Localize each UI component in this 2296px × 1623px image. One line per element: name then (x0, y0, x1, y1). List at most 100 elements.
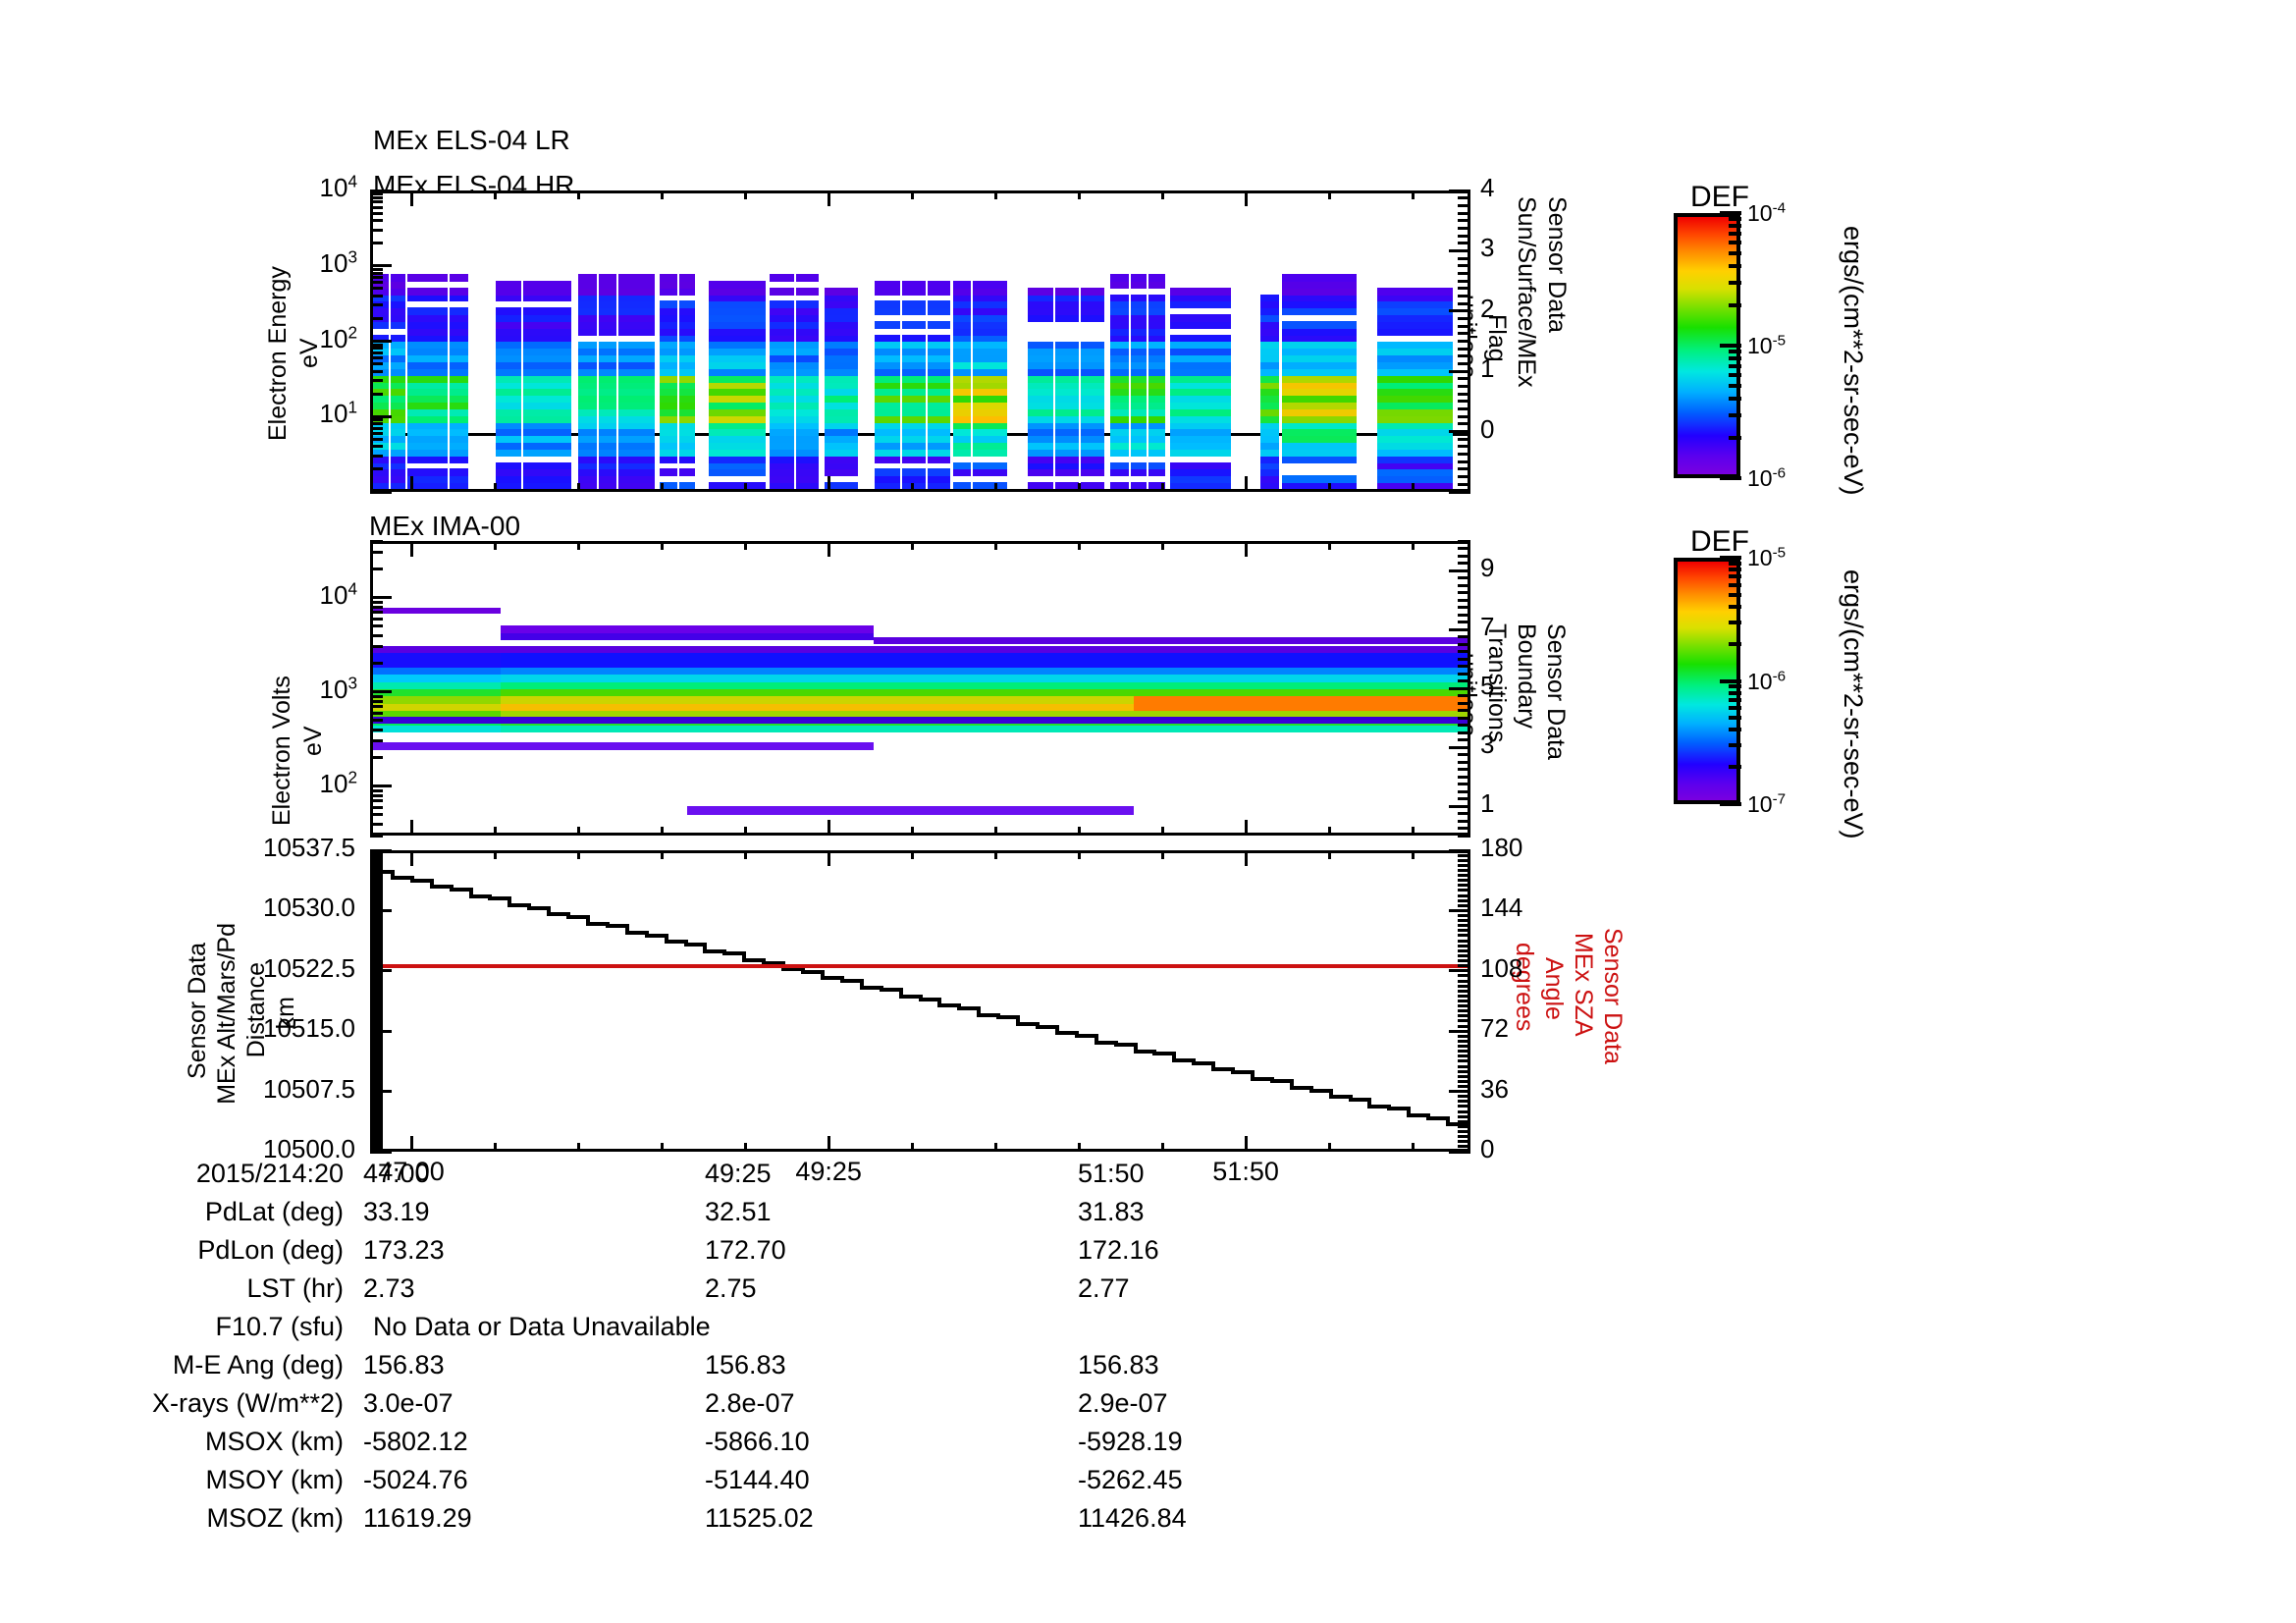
panel3-right-tick (1458, 989, 1470, 993)
panel3-left-tick (370, 1130, 383, 1134)
panel1-spectro-cell (406, 395, 469, 404)
panel1-spectro-cell (769, 468, 819, 477)
panel1-spectro-cell (1376, 367, 1453, 376)
panel2-spectro-cell (874, 652, 1134, 661)
panel3-altitude-riser (859, 979, 864, 990)
panel3-altitude-riser (1289, 1079, 1294, 1090)
panel3-left-tick (370, 1083, 383, 1087)
panel1-spectro-cell (496, 381, 571, 390)
panel1-y-tick (370, 316, 383, 320)
panel1-spectro-cell (953, 402, 1007, 409)
panel2-spectro-cell (373, 680, 501, 689)
cb1-tick-label: 10-4 (1747, 199, 1787, 226)
panel1-spectro-cell (1170, 421, 1231, 430)
panel3-altitude-riser (1016, 1015, 1021, 1026)
panel1-right-axis-label3: Flag (1482, 314, 1512, 362)
panel1-spectro-cell (953, 300, 1007, 309)
panel1-y-tick (370, 211, 383, 215)
panel1-spectro-cell (1282, 428, 1357, 437)
panel3-left-tick (370, 1071, 383, 1075)
panel1-spectro-cell (1170, 414, 1231, 423)
panel1-spectro-cell (577, 402, 656, 409)
panel1-spectro-cell (1260, 448, 1279, 457)
panel1-spectro-cell (1170, 294, 1231, 302)
panel1-spectro-cell (1170, 402, 1231, 409)
x-axis-label: 51:50 (1212, 1157, 1279, 1186)
panel2-right-tick (1458, 760, 1470, 764)
panel1-spectro-cell (769, 381, 819, 390)
row-value: 2.77 (1078, 1273, 1130, 1303)
panel2-y-tick (370, 617, 383, 621)
panel1-spectro-cell (875, 374, 951, 383)
panel3-left-tick (370, 943, 383, 947)
panel1-right-tick (1458, 340, 1470, 343)
cb1-tick (1729, 224, 1741, 229)
panel1-spectro-cell (1376, 407, 1453, 416)
panel3-altitude-riser (1054, 1024, 1059, 1036)
cb2-tick (1729, 716, 1741, 721)
panel2-right-tick (1458, 834, 1470, 838)
panel1-spectro-cell (769, 442, 819, 450)
panel3-altitude-riser (898, 988, 903, 999)
cb1-tick (1729, 280, 1741, 285)
x-axis-tick-labels: 47:00 49:25 51:50 (370, 1157, 1470, 1196)
panel1-spectro-cell (496, 461, 571, 470)
panel1-spectro-cell (709, 307, 767, 316)
panel1-spectro-cell (824, 421, 858, 430)
panel1-spectro-cell (1282, 374, 1357, 383)
panel1-spectro-cell (1170, 348, 1231, 356)
panel3-left-tick (370, 1009, 383, 1013)
panel3-left-tick (370, 989, 383, 993)
panel1-y-tick (370, 267, 383, 271)
panel3-altitude-segment (373, 869, 394, 874)
panel1-spectro-cell (1282, 280, 1357, 289)
panel1-spectro-cell (496, 320, 571, 329)
panel2-y-tick (370, 728, 383, 731)
panel1-spectro-cell (875, 388, 951, 397)
panel2-spectro-cell (874, 666, 1134, 676)
panel3-left-tick (370, 1138, 383, 1142)
panel1-spectro-cell (659, 361, 695, 369)
panel1-y-tick (370, 264, 392, 268)
panel3-altitude-riser (1328, 1088, 1333, 1100)
panel1-spectro-cell (1170, 320, 1231, 329)
panel3-right-tick (1449, 848, 1470, 852)
panel1-plot-area[interactable] (370, 190, 1470, 492)
cb2-tick (1729, 684, 1741, 689)
panel2-marker-bar (501, 625, 874, 634)
table-row: MSOX (km) -5802.12 -5866.10 -5928.19 (0, 1423, 1472, 1461)
panel3-left-tick (370, 854, 383, 858)
panel3-plot-area[interactable] (370, 850, 1470, 1152)
panel1-spectro-cell (1376, 300, 1453, 309)
panel3-left-tick (370, 1039, 383, 1043)
panel2-right-axis-label3: Transitions (1482, 623, 1512, 742)
panel1-spectro-cell (1110, 448, 1165, 457)
panel1-spectro-cell (577, 442, 656, 450)
panel1-spectro-cell (769, 334, 819, 343)
panel3-right-tick (1458, 1034, 1470, 1038)
row-value: 2.73 (363, 1273, 415, 1303)
panel1-spectro-cell (875, 435, 951, 444)
panel1-spectro-cell (1282, 435, 1357, 444)
panel2-plot-area[interactable] (370, 541, 1470, 836)
row-value: -5928.19 (1078, 1427, 1183, 1456)
panel1-spectro-cell (659, 455, 695, 463)
panel1-right-tick (1449, 430, 1470, 434)
panel3-altitude-riser (977, 1005, 982, 1017)
panel1-spectro-cell (496, 280, 571, 289)
panel1-spectro-cell (824, 287, 858, 296)
panel3-right-tick (1458, 974, 1470, 978)
row-value: -5802.12 (363, 1427, 468, 1456)
panel1-spectro-cell (1170, 361, 1231, 369)
panel3-altitude-segment (1310, 1088, 1332, 1093)
panel1-spectro-cell (1027, 287, 1104, 296)
panel1-spectro-cell (1170, 374, 1231, 383)
panel1-spectro-cell (496, 402, 571, 409)
panel3-altitude-segment (549, 912, 570, 917)
panel1-right-tick (1458, 279, 1470, 283)
panel3-right-tick (1458, 1045, 1470, 1049)
panel1-spectro-cell (1376, 414, 1453, 423)
panel1-spectro-gap (676, 193, 679, 489)
panel3-altitude-segment (666, 940, 687, 945)
cb1-tick (1729, 363, 1741, 368)
